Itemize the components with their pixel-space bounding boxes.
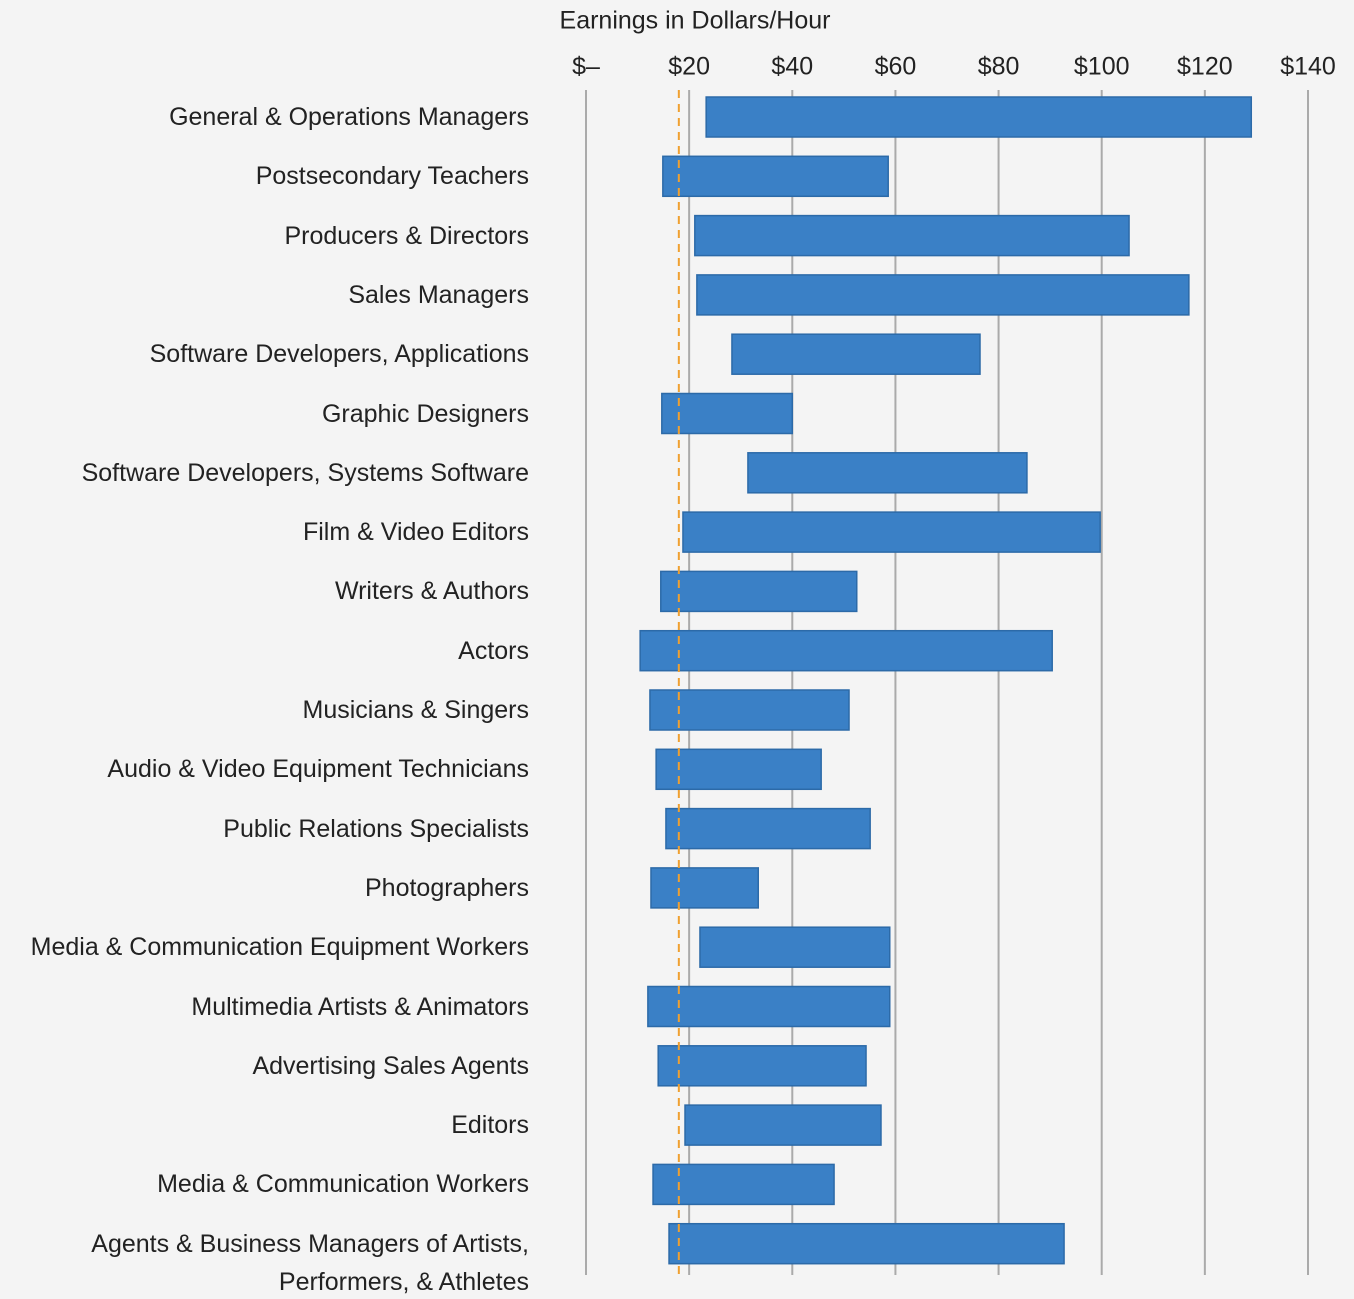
bar [699, 926, 891, 968]
x-tick-label: $120 [1177, 53, 1233, 81]
category-label: Software Developers, Applications [149, 340, 529, 369]
bar [705, 96, 1253, 138]
category-label: Audio & Video Equipment Technicians [107, 755, 529, 784]
bar [655, 748, 822, 791]
category-label: Editors [451, 1111, 529, 1140]
category-label: Musicians & Singers [302, 696, 529, 724]
category-label: Graphic Designers [321, 399, 529, 428]
x-tick-label: $40 [771, 53, 813, 81]
x-tick-label: $140 [1280, 53, 1336, 81]
bar [661, 392, 794, 435]
bar [682, 511, 1101, 553]
category-label: Postsecondary Teachers [255, 162, 529, 191]
category-label: Media & Communication Workers [157, 1170, 529, 1199]
category-label: Producers & Directors [284, 221, 529, 250]
bar [694, 214, 1130, 257]
bar [652, 1163, 835, 1206]
category-label: Sales Managers [348, 280, 529, 309]
axis-title: Earnings in Dollars/Hour [560, 7, 831, 35]
bar [660, 570, 858, 613]
bar [747, 452, 1028, 494]
category-label: Public Relations Specialists [223, 814, 529, 843]
x-tick-label: $60 [875, 53, 917, 81]
bar [662, 155, 889, 198]
x-tick-label: $20 [668, 53, 710, 81]
category-label: Agents & Business Managers of Artists, P… [91, 1229, 529, 1296]
bar [650, 867, 759, 909]
x-tick-label: $– [572, 53, 600, 81]
bar [639, 629, 1053, 672]
bar [657, 1045, 867, 1087]
category-label: Advertising Sales Agents [252, 1051, 529, 1080]
category-label: Writers & Authors [334, 577, 529, 606]
category-label: Media & Communication Equipment Workers [30, 933, 529, 962]
category-label: Film & Video Editors [302, 518, 529, 547]
x-tick-label: $100 [1074, 53, 1130, 81]
category-label: Software Developers, Systems Software [81, 458, 529, 487]
category-label: Actors [458, 636, 529, 665]
bar [668, 1222, 1065, 1265]
category-label: General & Operations Managers [169, 103, 529, 131]
bar [649, 689, 850, 731]
x-tick-label: $80 [978, 53, 1020, 81]
category-label: Photographers [364, 873, 529, 902]
category-label: Multimedia Artists & Animators [191, 992, 529, 1021]
bar [731, 333, 981, 375]
bar [684, 1104, 882, 1146]
bar [696, 274, 1190, 316]
bar [665, 807, 871, 850]
bar [647, 985, 891, 1028]
